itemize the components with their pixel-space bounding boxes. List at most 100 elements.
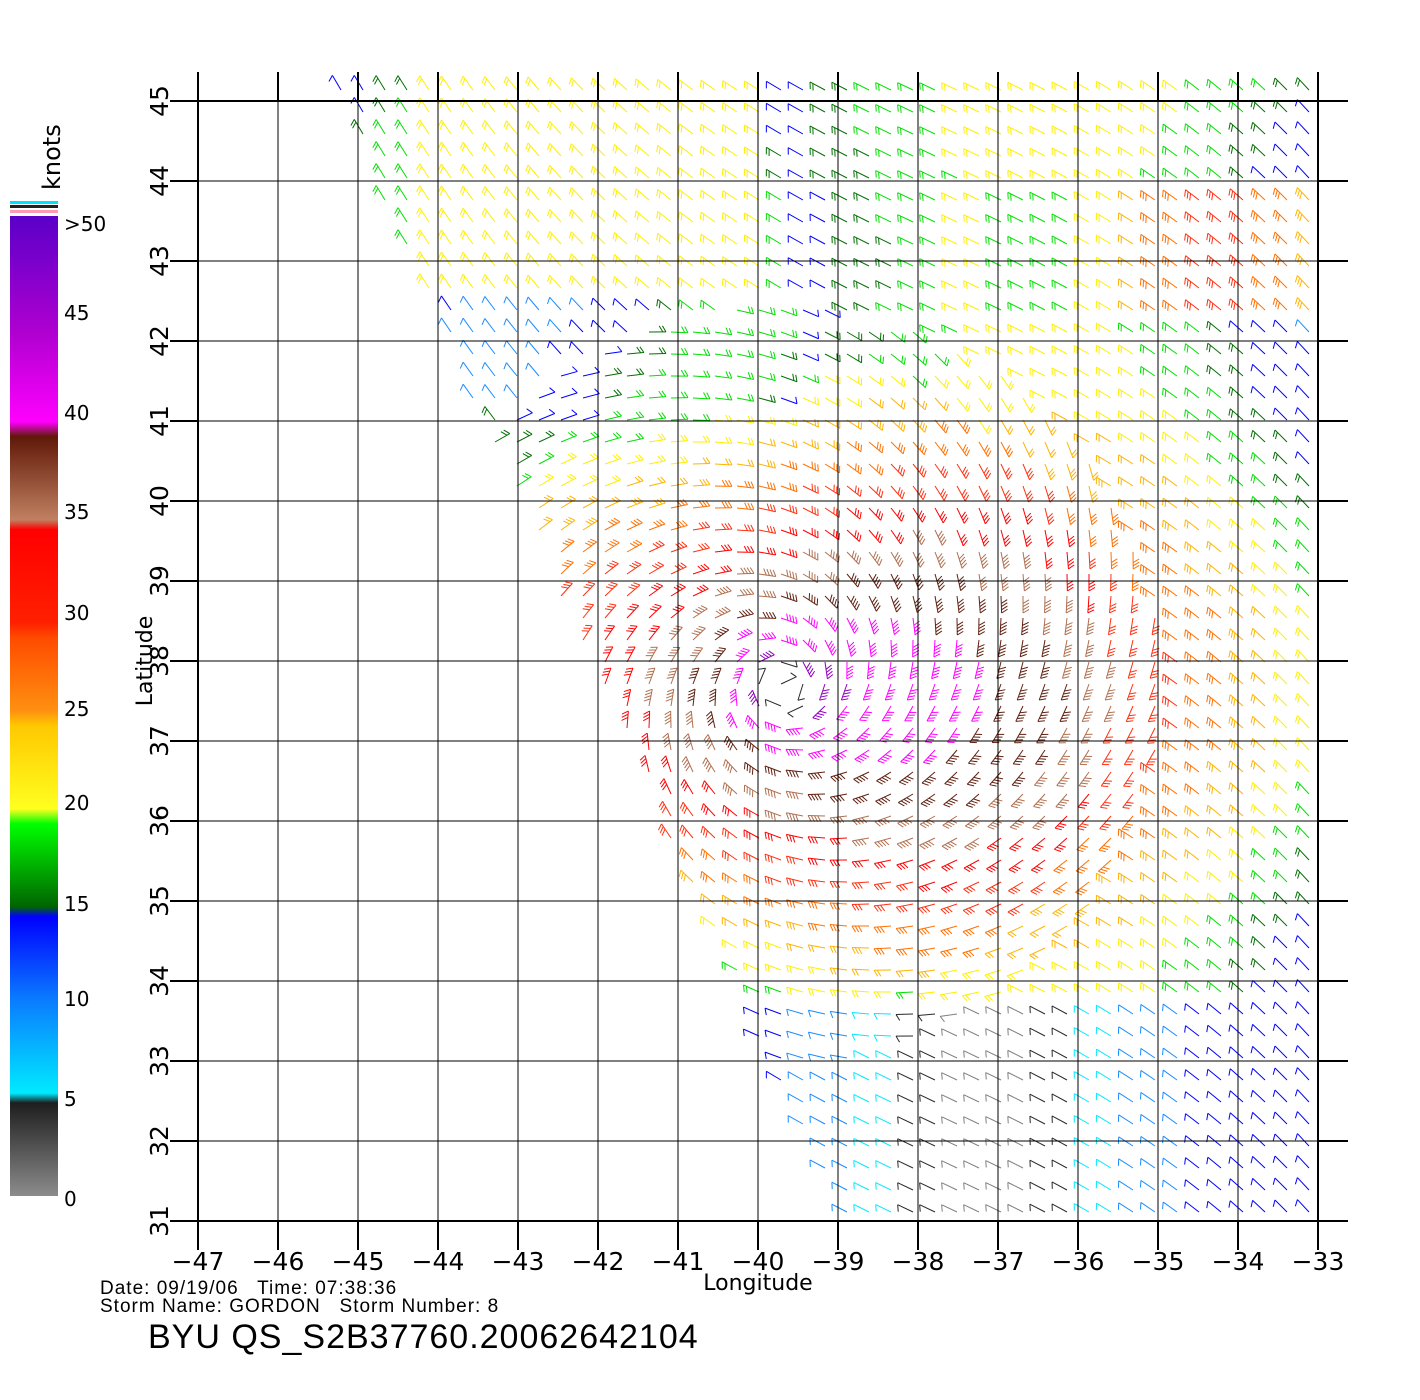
wind-barb [1139, 564, 1156, 576]
wind-barb [1095, 168, 1112, 179]
wind-barb [1019, 639, 1029, 658]
wind-barb [634, 100, 650, 113]
wind-barb [1184, 937, 1200, 949]
wind-barb [1099, 815, 1112, 831]
wind-barb [743, 80, 760, 91]
wind-barb [1206, 408, 1222, 421]
wind-barb [1073, 1005, 1090, 1015]
wind-barb [1294, 1177, 1310, 1191]
wind-barb [547, 76, 562, 91]
longitude-tick-label: −34 [1212, 1247, 1265, 1276]
wind-barb [659, 778, 672, 795]
wind-barb [1139, 102, 1156, 113]
wind-barb [604, 389, 623, 399]
wind-barb [1272, 143, 1288, 157]
wind-barb [1117, 190, 1134, 201]
wind-barb [978, 419, 992, 435]
wind-barb [934, 419, 949, 434]
wind-barb [941, 1204, 958, 1213]
wind-barb [678, 145, 694, 157]
wind-barb [714, 436, 733, 444]
wind-barb [1206, 188, 1222, 201]
wind-barb [1228, 298, 1244, 311]
wind-barb [656, 144, 672, 157]
wind-barb [1294, 627, 1310, 641]
wind-barb [626, 411, 645, 421]
wind-barb [1184, 233, 1200, 245]
wind-barb [1294, 737, 1310, 751]
wind-barb [1206, 628, 1222, 641]
wind-barb [1029, 1049, 1046, 1059]
wind-barb [1162, 1157, 1178, 1169]
wind-barb [787, 81, 804, 91]
wind-barb [1228, 1090, 1244, 1103]
wind-barb [1294, 517, 1310, 531]
wind-barb [1051, 213, 1068, 223]
wind-barb [952, 661, 963, 680]
wind-barb [1044, 441, 1057, 458]
wind-barb [942, 815, 958, 829]
wind-barb [1139, 982, 1156, 993]
wind-barb [765, 256, 782, 267]
wind-barb [1007, 191, 1024, 201]
wind-barb [1073, 235, 1090, 245]
wind-barb [700, 123, 716, 135]
wind-barb [1294, 165, 1310, 179]
wind-barb [875, 236, 892, 245]
wind-barb [710, 667, 722, 685]
wind-barb [1228, 1178, 1244, 1191]
wind-barb [1055, 793, 1070, 809]
wind-barb [683, 733, 694, 751]
wind-barb [824, 571, 840, 586]
wind-barb [1162, 409, 1178, 421]
wind-barb [846, 353, 863, 364]
wind-barb [1051, 257, 1068, 267]
wind-barb [1139, 542, 1156, 554]
wind-barb [941, 1028, 958, 1037]
wind-barb [846, 550, 862, 565]
wind-barb [1294, 187, 1310, 201]
wind-barb [1000, 463, 1013, 480]
wind-barb [634, 276, 650, 289]
wind-barb [626, 454, 644, 465]
wind-barb [1228, 672, 1244, 685]
wind-barb [764, 1029, 782, 1038]
wind-barb [1162, 1069, 1178, 1081]
wind-barb [459, 383, 474, 399]
wind-barb [809, 81, 826, 91]
wind-barb [1018, 661, 1029, 679]
wind-barb [1250, 1155, 1266, 1169]
wind-barb [1051, 961, 1068, 971]
latitude-tick-label: 31 [145, 1205, 174, 1237]
wind-barb [1139, 520, 1156, 532]
wind-barb [780, 504, 798, 515]
wind-barb [1088, 485, 1099, 503]
wind-barb [941, 859, 958, 872]
wind-barb [787, 705, 804, 718]
wind-barb [1139, 1092, 1156, 1103]
wind-barb [503, 340, 518, 355]
wind-barb [1100, 771, 1112, 788]
wind-barb [416, 251, 430, 267]
wind-barb [963, 1006, 980, 1015]
wind-barb [866, 661, 875, 680]
wind-barb [1272, 407, 1288, 421]
wind-barb [1117, 850, 1134, 862]
wind-barb [780, 613, 798, 625]
wind-barb [978, 375, 993, 390]
wind-barb [1007, 125, 1024, 135]
wind-barb [1228, 1200, 1244, 1213]
wind-barb [503, 318, 518, 333]
wind-barb [941, 258, 958, 268]
wind-barb [853, 279, 870, 289]
wind-barb [1007, 257, 1024, 267]
wind-barb [547, 252, 562, 267]
wind-barb [824, 397, 841, 407]
wind-barb [758, 394, 776, 404]
wind-barb [743, 234, 760, 245]
wind-barb [1029, 81, 1046, 91]
wind-barb [1139, 234, 1156, 246]
wind-barb [1073, 1203, 1090, 1213]
wind-barb [685, 710, 694, 729]
wind-barb [984, 947, 1002, 959]
